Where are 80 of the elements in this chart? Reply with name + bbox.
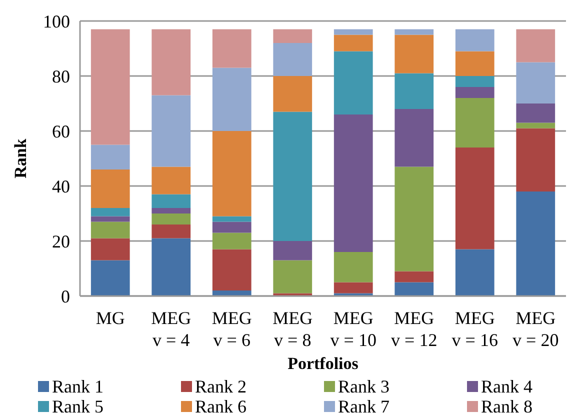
bar (90, 238, 130, 260)
legend-label: Rank 1 (52, 376, 104, 396)
bar (394, 166, 434, 272)
bar (455, 76, 494, 87)
bar (212, 68, 252, 131)
bar (273, 43, 312, 76)
bar (212, 232, 252, 250)
legend-label: Rank 7 (338, 396, 390, 414)
bar (212, 222, 252, 233)
legend-label: Rank 8 (481, 396, 532, 414)
bar (455, 148, 494, 250)
bar (90, 144, 130, 170)
bar (273, 76, 312, 112)
x-tick-label: MEG v = 16 (452, 308, 498, 350)
bar (273, 29, 312, 43)
bar (273, 112, 312, 241)
y-tick-label: 20 (52, 231, 70, 252)
legend-label: Rank 3 (338, 376, 390, 396)
bar (334, 114, 373, 252)
y-tick-label: 40 (52, 176, 70, 196)
bar (516, 128, 556, 192)
bar (516, 122, 556, 128)
bar (212, 216, 252, 222)
bar (90, 208, 130, 216)
bar (90, 170, 130, 208)
x-tick-label: MEG v = 12 (391, 308, 438, 350)
x-axis-title: Portfolios (288, 354, 359, 373)
bar (90, 260, 130, 296)
bar (394, 282, 434, 296)
bar (516, 104, 556, 123)
legend-label: Rank 5 (52, 396, 104, 414)
x-tick-label: MEG v = 4 (151, 308, 192, 350)
x-tick-label: MEG v = 10 (330, 308, 376, 350)
x-tick-label: MEG v = 20 (512, 308, 559, 350)
bar (90, 216, 130, 222)
bar (334, 29, 373, 35)
x-tick-label: MG (96, 308, 125, 328)
bar (152, 208, 191, 214)
bar (212, 290, 252, 296)
bar (212, 249, 252, 290)
y-tick-label: 80 (52, 66, 70, 86)
legend-label: Rank 2 (195, 376, 246, 396)
bar (212, 29, 252, 68)
bar (394, 271, 434, 282)
bar (394, 34, 434, 74)
bar (90, 29, 130, 145)
bar (273, 241, 312, 260)
bar (152, 238, 191, 296)
bar (455, 29, 494, 52)
bar (334, 34, 373, 52)
bar (334, 282, 373, 294)
bar (516, 62, 556, 104)
legend-label: Rank 4 (481, 376, 532, 396)
bar (334, 252, 373, 282)
bar (394, 73, 434, 109)
x-tick-label: MEG v = 8 (272, 308, 313, 350)
bar (152, 224, 191, 238)
bar (273, 260, 312, 294)
bar (455, 98, 494, 148)
bar (152, 166, 191, 194)
y-tick-label: 0 (61, 286, 70, 306)
bar (516, 29, 556, 62)
y-tick-label: 60 (52, 121, 70, 142)
bar (152, 29, 191, 96)
bar (455, 249, 494, 296)
bar (152, 194, 191, 208)
y-axis-title: Rank (11, 138, 30, 178)
y-tick-label: 100 (43, 11, 70, 32)
bar (394, 109, 434, 167)
x-tick-label: MEG v = 6 (212, 308, 252, 350)
bar (152, 95, 191, 167)
bar (394, 29, 434, 35)
bar (152, 214, 191, 224)
bar (212, 131, 252, 216)
legend-label: Rank 6 (195, 396, 246, 414)
bar (516, 192, 556, 296)
bar (90, 222, 130, 238)
bar (334, 51, 373, 114)
bar (455, 51, 494, 76)
bar (455, 87, 494, 98)
